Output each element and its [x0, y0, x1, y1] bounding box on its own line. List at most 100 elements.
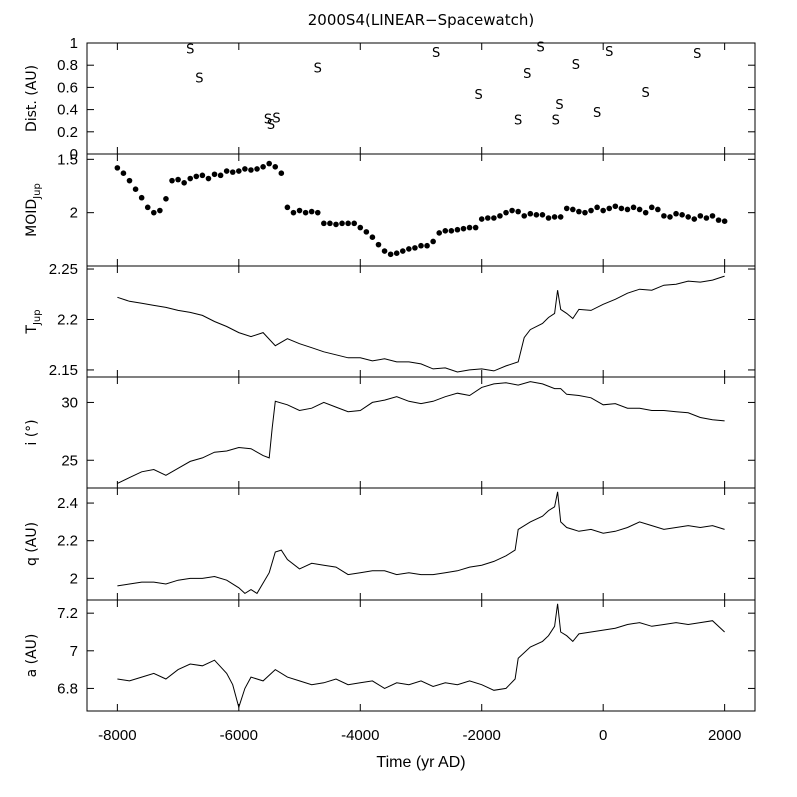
- moid-point: [460, 225, 467, 232]
- moid-point: [491, 215, 497, 221]
- data-point-s: S: [552, 114, 560, 129]
- moid-point: [600, 207, 606, 214]
- moid-point: [533, 212, 540, 218]
- moid-point: [691, 216, 698, 222]
- moid-point: [412, 245, 418, 251]
- moid-point: [260, 164, 266, 170]
- moid-point: [175, 176, 181, 183]
- moid-point: [539, 212, 546, 218]
- moid-point: [406, 246, 412, 252]
- moid-point: [272, 164, 279, 170]
- moid-point: [527, 210, 534, 217]
- moid-point: [697, 213, 704, 219]
- moid-point: [612, 203, 619, 210]
- moid-point: [515, 208, 521, 215]
- moid-point: [199, 172, 206, 179]
- y-axis-label: Dist. (AU): [24, 65, 40, 132]
- moid-point: [229, 169, 236, 175]
- moid-point: [211, 171, 218, 178]
- panel-frame: [86, 153, 756, 267]
- y-axis-label: i (°): [24, 419, 40, 445]
- moid-point: [485, 215, 491, 221]
- y-tick-label: 2.2: [57, 311, 78, 328]
- data-point-s: S: [264, 112, 272, 127]
- x-tick-label: -4000: [341, 727, 379, 744]
- panel-incl: 25 30 i (°): [24, 376, 756, 489]
- moid-point: [144, 204, 151, 211]
- moid-point: [381, 248, 388, 254]
- moid-point: [448, 228, 455, 234]
- y-tick-label: 2: [70, 570, 78, 587]
- moid-point: [290, 209, 297, 216]
- moid-point: [472, 224, 479, 231]
- moid-point: [618, 205, 625, 212]
- data-point-s: S: [195, 71, 203, 86]
- moid-point: [624, 206, 631, 213]
- series-line-q: [117, 491, 725, 595]
- y-axis-label: TJup: [24, 309, 43, 334]
- x-tick-label: 0: [599, 727, 607, 744]
- moid-point: [557, 214, 564, 220]
- data-point-s: S: [536, 40, 544, 55]
- panel-q: 2 2.2 2.4 q (AU): [24, 487, 756, 601]
- y-tick-label: 2.15: [49, 362, 78, 379]
- x-tick-label: -2000: [463, 727, 501, 744]
- moid-point: [151, 209, 157, 216]
- moid-point: [120, 170, 127, 176]
- moid-point: [181, 180, 187, 186]
- x-axis-label: Time (yr AD): [376, 754, 465, 771]
- x-tick-label: -6000: [220, 727, 258, 744]
- moid-point: [497, 213, 503, 219]
- moid-point: [642, 209, 649, 216]
- panel-moid: 1.5 2 MOIDJup: [24, 151, 756, 267]
- y-axis-label: a (AU): [24, 634, 40, 678]
- data-point-s: S: [605, 45, 613, 60]
- moid-point: [703, 215, 710, 221]
- moid-point: [193, 173, 200, 180]
- moid-point: [321, 220, 327, 227]
- moid-point: [132, 186, 139, 192]
- moid-point: [570, 206, 576, 213]
- moid-point: [363, 229, 370, 235]
- y-tick-label: 0.8: [57, 57, 78, 74]
- y-tick-label: 2.2: [57, 533, 78, 550]
- moid-point: [278, 170, 285, 176]
- moid-point: [709, 213, 716, 219]
- series-line-incl: [117, 381, 725, 484]
- panel-frame: [86, 265, 756, 378]
- data-point-s: S: [555, 98, 563, 113]
- y-tick-label: 6.8: [57, 680, 78, 697]
- data-point-s: S: [475, 88, 483, 103]
- y-axis-label-subscript: Jup: [32, 309, 43, 326]
- moid-point: [126, 177, 133, 184]
- moid-point: [606, 205, 613, 212]
- moid-point: [387, 251, 394, 258]
- y-tick-label: 0.6: [57, 79, 78, 96]
- moid-point: [114, 165, 121, 171]
- moid-point: [302, 209, 309, 216]
- y-tick-label: 7.2: [57, 605, 78, 622]
- data-point-s: S: [642, 86, 650, 101]
- y-tick-label: 1.5: [57, 151, 78, 168]
- moid-point: [187, 175, 194, 182]
- moid-point: [563, 205, 570, 212]
- moid-point: [588, 207, 594, 214]
- moid-point: [576, 208, 582, 215]
- y-tick-label: 1: [70, 35, 78, 52]
- moid-point: [430, 238, 436, 245]
- moid-point: [393, 250, 400, 256]
- moid-point: [679, 212, 685, 218]
- moid-point: [648, 204, 655, 211]
- moid-point: [236, 168, 242, 174]
- moid-point: [442, 228, 449, 234]
- moid-point: [521, 213, 528, 219]
- moid-point: [667, 214, 673, 220]
- moid-point: [673, 210, 679, 217]
- data-point-s: S: [314, 61, 322, 76]
- moid-point: [351, 220, 358, 227]
- moid-point: [284, 204, 291, 211]
- data-point-s: S: [693, 47, 701, 62]
- y-tick-label: 2: [70, 205, 78, 222]
